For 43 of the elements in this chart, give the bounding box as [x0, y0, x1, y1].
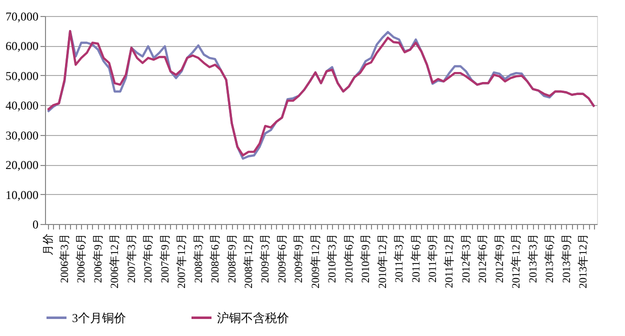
- y-tick-label: 40,000: [6, 98, 38, 113]
- x-tick-label: 2009年12月: [310, 234, 322, 288]
- x-tick-label: 2006年3月: [59, 234, 72, 283]
- x-tick-label: 2008年9月: [226, 234, 238, 283]
- legend-label: 沪铜不含税价: [217, 310, 289, 325]
- x-tick-label: 2012年9月: [494, 234, 506, 283]
- legend-label: 3个月铜价: [72, 310, 126, 325]
- x-tick-label: 2010年12月: [376, 234, 389, 288]
- x-tick-label: 2012年12月: [510, 234, 523, 288]
- y-tick-label: 60,000: [6, 39, 38, 54]
- y-tick-label: 50,000: [6, 68, 38, 83]
- x-tick-label: 2011年12月: [444, 234, 456, 288]
- x-tick-label: 2009年6月: [276, 234, 288, 283]
- x-tick-label: 2013年6月: [544, 234, 556, 283]
- x-tick-label: 2007年3月: [126, 234, 138, 283]
- y-tick-label: 70,000: [6, 10, 38, 24]
- x-tick-label: 月价: [42, 234, 54, 256]
- x-tick-label: 2010年9月: [360, 234, 372, 283]
- x-tick-label: 2007年9月: [159, 234, 172, 283]
- x-tick-label: 2013年9月: [560, 234, 573, 283]
- x-tick-label: 2008年12月: [243, 234, 256, 288]
- x-tick-label: 2011年6月: [410, 234, 422, 283]
- y-tick-label: 20,000: [6, 158, 38, 172]
- x-tick-label: 2012年6月: [477, 234, 490, 283]
- x-tick-label: 2009年9月: [293, 234, 306, 283]
- x-tick-label: 2009年3月: [260, 234, 272, 283]
- x-tick-label: 2013年12月: [578, 234, 590, 288]
- x-tick-label: 2011年3月: [394, 234, 406, 283]
- x-tick-label: 2006年6月: [76, 234, 88, 283]
- x-tick-label: 2008年6月: [210, 234, 222, 283]
- x-tick-label: 2012年3月: [460, 234, 472, 283]
- x-tick-label: 2007年12月: [176, 234, 188, 288]
- x-tick-label: 2008年3月: [192, 234, 205, 283]
- x-tick-label: 2006年12月: [109, 234, 122, 288]
- y-tick-label: 30,000: [6, 128, 38, 142]
- y-tick-label: 0: [32, 218, 38, 232]
- x-tick-label: 2010年6月: [343, 234, 356, 283]
- x-tick-label: 2011年9月: [427, 234, 440, 283]
- x-tick-label: 2010年3月: [326, 234, 339, 283]
- y-tick-label: 10,000: [6, 188, 38, 202]
- x-tick-label: 2006年9月: [92, 234, 104, 283]
- x-tick-label: 2013年3月: [527, 234, 540, 283]
- x-tick-label: 2007年6月: [142, 234, 155, 283]
